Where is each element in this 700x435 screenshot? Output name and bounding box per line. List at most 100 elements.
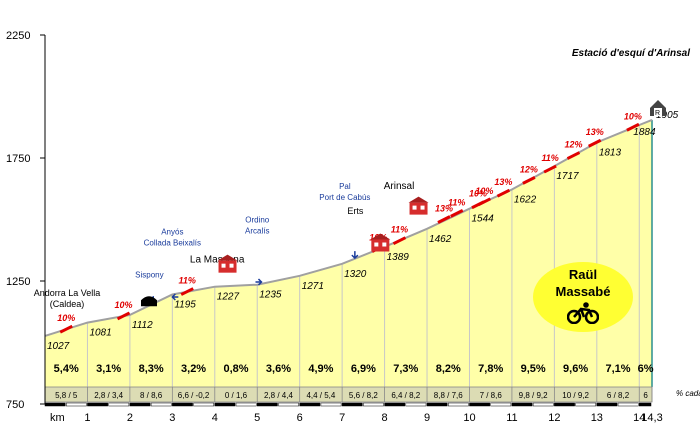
half-km-tick xyxy=(617,402,639,407)
chart-title: Estació d'esquí d'Arinsal xyxy=(572,48,690,59)
altitude-label: 1027 xyxy=(47,341,70,352)
altitude-label: 1320 xyxy=(344,269,367,280)
profile-area xyxy=(45,119,652,388)
half-km-tick xyxy=(426,402,448,407)
x-tick-label: 10 xyxy=(463,412,475,424)
half-km-tick xyxy=(511,402,533,407)
altitude-label: 1389 xyxy=(387,252,410,263)
altitude-label: 1622 xyxy=(514,194,537,205)
x-tick-label: 6 xyxy=(297,412,303,424)
half-km-tick xyxy=(278,402,299,407)
segment-gradient-label: 4,9% xyxy=(308,363,333,375)
altitude-label: 1717 xyxy=(556,171,579,182)
km-axis-label: km xyxy=(50,412,65,424)
x-tick-label: 7 xyxy=(339,412,345,424)
altitude-label: 1813 xyxy=(599,148,622,159)
village-window xyxy=(382,242,387,247)
half-km-tick xyxy=(256,402,278,407)
svg-text:R: R xyxy=(655,110,660,117)
unit-note-text: % cada 500 m. xyxy=(676,389,700,398)
steep-ramp xyxy=(543,164,557,174)
steep-ramp xyxy=(59,324,73,334)
steep-percent-label: 11% xyxy=(391,225,408,235)
segment-detail-label: 6 xyxy=(643,391,648,400)
x-tick-label: 9 xyxy=(424,412,430,424)
steep-percent-label: 10% xyxy=(57,313,75,323)
segment-detail-label: 2,8 / 3,4 xyxy=(94,391,123,400)
erts-village-icon xyxy=(370,233,391,252)
segment-gradient-label: 5,4% xyxy=(54,363,79,375)
x-tick-label: 12 xyxy=(548,412,560,424)
steep-percent-label: 13% xyxy=(586,127,604,137)
segment-gradient-label: 7,3% xyxy=(393,363,418,375)
steep-percent-label: 10% xyxy=(475,186,493,196)
rider-last-name: Massabé xyxy=(555,284,611,299)
segment-gradient-label: 3,6% xyxy=(266,363,291,375)
segment-detail-label: 10 / 9,2 xyxy=(562,391,589,400)
half-km-tick xyxy=(532,402,554,407)
half-km-tick xyxy=(639,402,652,407)
steep-ramp xyxy=(392,236,407,245)
steep-ramp xyxy=(437,215,451,224)
village-window xyxy=(412,205,417,210)
half-km-tick xyxy=(235,402,257,407)
place-name: Port de Cabús xyxy=(319,193,370,202)
steep-percent-label: 10% xyxy=(115,300,133,310)
x-tick-label: 4 xyxy=(212,412,218,424)
steep-ramp xyxy=(626,122,640,132)
steep-percent-label: 11% xyxy=(448,197,465,207)
half-km-tick xyxy=(108,402,130,407)
altitude-label: 1112 xyxy=(132,320,153,331)
segment-gradient-label: 9,6% xyxy=(563,363,588,375)
segment-detail-label: 6,6 / -0,2 xyxy=(178,391,210,400)
y-tick-label: 1250 xyxy=(6,276,30,288)
x-tick-label: 14 xyxy=(633,412,645,424)
steep-percent-label: 12% xyxy=(564,140,582,150)
segment-detail-label: 0 / 1,6 xyxy=(225,391,248,400)
x-tick-label: 2 xyxy=(127,412,133,424)
unit-note: % cada 500 m. xyxy=(676,389,700,398)
half-km-tick xyxy=(341,402,363,407)
village-block xyxy=(409,202,428,215)
altitude-label: 1081 xyxy=(89,328,111,339)
half-km-tick xyxy=(150,402,172,407)
altitude-label: 1235 xyxy=(259,290,282,301)
altitude-label: 1271 xyxy=(302,281,324,292)
steep-percent-label: 11% xyxy=(541,153,558,163)
half-km-tick xyxy=(320,402,342,407)
bicycle-icon xyxy=(567,302,599,324)
steep-ramp xyxy=(116,311,131,321)
y-tick-label: 2250 xyxy=(6,30,30,42)
segment-gradient-label: 9,5% xyxy=(521,363,546,375)
half-km-tick xyxy=(129,402,151,407)
x-tick-label: 11 xyxy=(506,412,517,424)
segment-detail-label: 5,6 / 8,2 xyxy=(349,391,378,400)
steep-ramp xyxy=(180,287,194,296)
half-km-tick xyxy=(596,402,618,407)
place-name: Arinsal xyxy=(384,181,415,192)
altitude-label: 1462 xyxy=(429,234,452,245)
half-km-tick xyxy=(172,402,193,407)
village-window xyxy=(229,263,234,268)
steep-ramp xyxy=(477,197,492,207)
arinsal-village-icon xyxy=(408,196,429,215)
segment-gradient-label: 7,8% xyxy=(478,363,503,375)
village-block xyxy=(371,239,390,252)
segment-gradient-label: 7,1% xyxy=(606,363,631,375)
steep-ramp xyxy=(496,188,511,198)
steep-percent-label: 10% xyxy=(469,189,487,199)
place-name: Sispony xyxy=(135,271,163,280)
half-km-tick xyxy=(87,402,108,407)
village-roof xyxy=(370,233,391,240)
steep-ramp xyxy=(450,209,464,218)
beixalis-arrow xyxy=(171,293,179,301)
segment-detail-label: 2,8 / 4,4 xyxy=(264,391,293,400)
half-km-tick xyxy=(299,402,321,407)
segment-detail-label: 8 / 8,6 xyxy=(140,391,163,400)
altitude-label: 1884 xyxy=(633,127,656,138)
place-name: Pal xyxy=(339,182,351,191)
steep-ramp xyxy=(522,176,536,185)
place-name: Ordino xyxy=(245,216,270,225)
steep-percent-label: 12% xyxy=(520,164,538,174)
